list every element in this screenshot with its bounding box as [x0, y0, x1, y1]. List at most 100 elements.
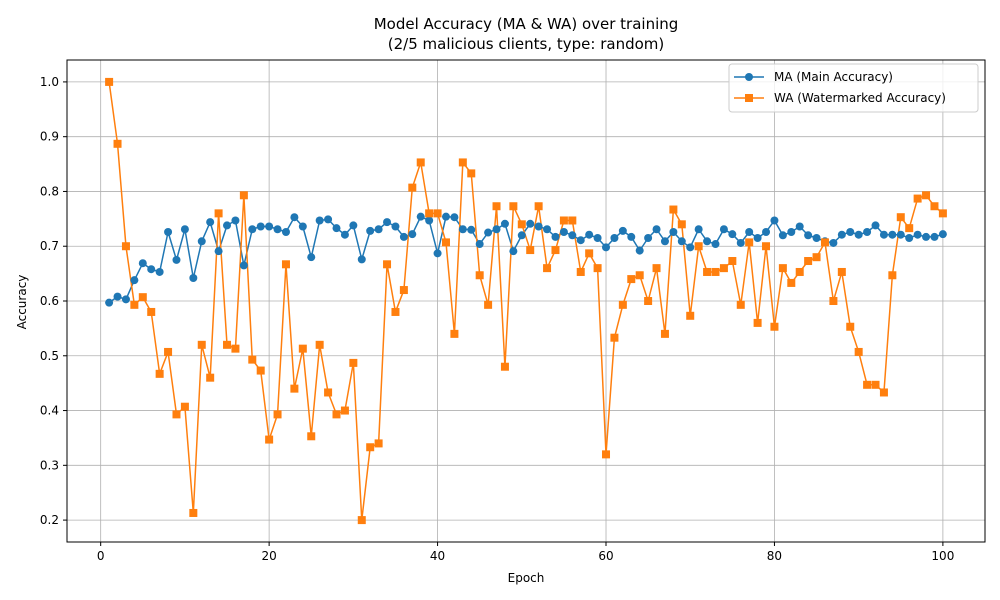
ma-point [829, 238, 838, 247]
y-tick-label: 0.5 [40, 349, 59, 363]
wa-point [559, 216, 568, 225]
wa-point [180, 402, 189, 411]
ma-point [458, 225, 467, 234]
wa-point [147, 307, 156, 316]
wa-point [837, 267, 846, 276]
wa-point [214, 209, 223, 218]
y-axis-label: Accuracy [15, 275, 29, 330]
wa-point [905, 224, 914, 233]
ma-point [155, 267, 164, 276]
x-axis-label: Epoch [508, 571, 545, 585]
wa-point [635, 271, 644, 280]
ma-point [694, 225, 703, 234]
y-tick-label: 0.4 [40, 404, 59, 418]
wa-point [593, 264, 602, 273]
ma-point [576, 236, 585, 245]
ma-point [804, 231, 813, 240]
wa-point [492, 202, 501, 211]
wa-point [627, 275, 636, 284]
wa-point [719, 264, 728, 273]
wa-point [770, 322, 779, 331]
wa-point [155, 369, 164, 378]
wa-point [273, 410, 282, 419]
ma-point [484, 228, 493, 237]
wa-point [610, 333, 619, 342]
wa-point [130, 300, 139, 309]
ma-point [383, 218, 392, 227]
x-tick-label: 0 [97, 549, 105, 563]
wa-point [164, 347, 173, 356]
wa-point [938, 209, 947, 218]
wa-point [324, 388, 333, 397]
ma-point [905, 234, 914, 243]
ma-point [281, 227, 290, 236]
x-tick-label: 20 [261, 549, 276, 563]
ma-point [728, 230, 737, 239]
ma-point [324, 215, 333, 224]
x-axis: 0 20 40 60 80 100 [97, 542, 954, 563]
wa-point [804, 257, 813, 266]
wa-point [416, 158, 425, 167]
ma-point [307, 253, 316, 262]
y-tick-label: 1.0 [40, 75, 59, 89]
wa-point [189, 508, 198, 517]
y-tick-label: 0.3 [40, 458, 59, 472]
wa-point [475, 271, 484, 280]
wa-point [787, 278, 796, 287]
ma-point [231, 216, 240, 225]
ma-point [248, 225, 257, 234]
ma-point [837, 230, 846, 239]
ma-point [441, 212, 450, 221]
ma-point [938, 230, 947, 239]
chart-subtitle: (2/5 malicious clients, type: random) [388, 35, 665, 53]
ma-point [180, 225, 189, 234]
ma-point [475, 240, 484, 249]
wa-point [618, 300, 627, 309]
ma-point [669, 227, 678, 236]
wa-point [239, 191, 248, 200]
wa-point [197, 340, 206, 349]
wa-point [374, 439, 383, 448]
wa-point [854, 347, 863, 356]
wa-point [206, 373, 215, 382]
ma-point [888, 230, 897, 239]
wa-point [307, 432, 316, 441]
ma-point [635, 246, 644, 255]
ma-point [534, 222, 543, 231]
wa-point [290, 384, 299, 393]
ma-point [770, 216, 779, 225]
wa-point [467, 169, 476, 178]
ma-point [467, 225, 476, 234]
wa-point [408, 183, 417, 192]
x-tick-label: 60 [598, 549, 613, 563]
y-tick-label: 0.8 [40, 184, 59, 198]
wa-point [315, 340, 324, 349]
wa-point [795, 267, 804, 276]
wa-point [551, 246, 560, 255]
ma-point [500, 219, 509, 228]
y-axis: 0.2 0.3 0.4 0.5 0.6 0.7 0.8 0.9 1.0 [40, 75, 67, 527]
wa-point [231, 344, 240, 353]
wa-point [509, 202, 518, 211]
wa-point [349, 358, 358, 367]
wa-point [383, 260, 392, 269]
wa-point [391, 307, 400, 316]
ma-point [686, 243, 695, 252]
legend: MA (Main Accuracy) WA (Watermarked Accur… [728, 63, 979, 113]
wa-point [576, 267, 585, 276]
ma-point [340, 230, 349, 239]
wa-point [686, 311, 695, 320]
wa-point [660, 329, 669, 338]
wa-point [753, 318, 762, 327]
ma-point [214, 247, 223, 256]
wa-point [736, 300, 745, 309]
wa-point [425, 209, 434, 218]
wa-point [778, 264, 787, 273]
ma-point [593, 234, 602, 243]
wa-point [585, 249, 594, 258]
ma-point [517, 231, 526, 240]
ma-point [138, 259, 147, 268]
ma-point [618, 226, 627, 235]
wa-point [913, 194, 922, 203]
ma-point [703, 237, 712, 246]
